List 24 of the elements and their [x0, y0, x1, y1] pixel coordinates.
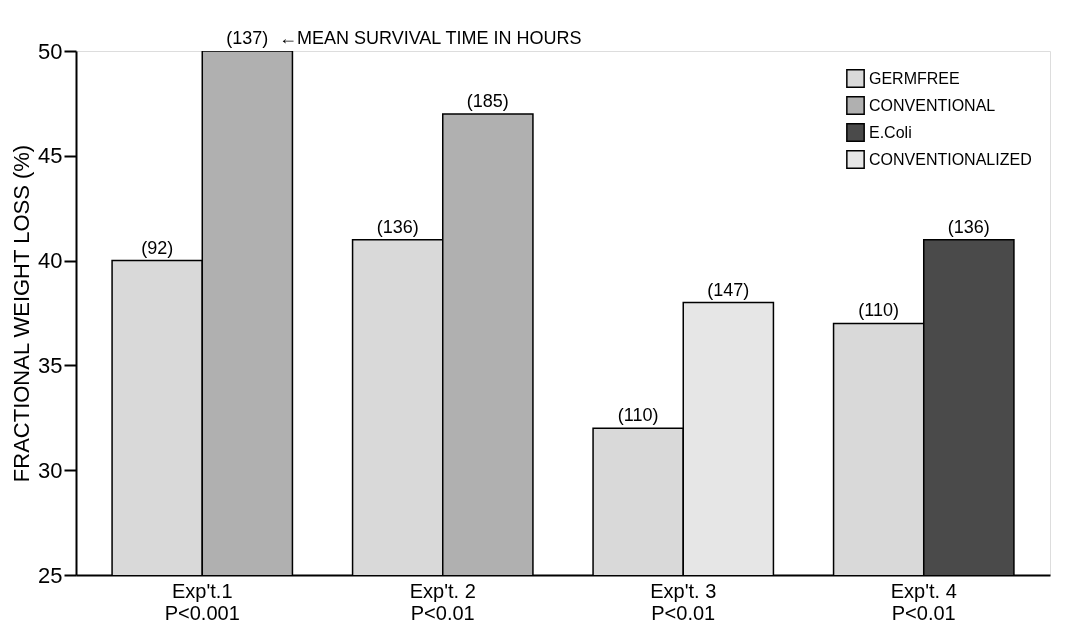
- annotation: (136): [947, 216, 990, 237]
- legend-label: GERMFREE: [869, 69, 960, 87]
- x-tick-label: Exp't. 2 P<0.01: [409, 579, 476, 624]
- legend-label: CONVENTIONALIZED: [869, 150, 1032, 168]
- legend-label: CONVENTIONAL: [869, 96, 996, 114]
- legend-label: E.Coli: [869, 123, 912, 141]
- annotation: (136): [376, 216, 419, 237]
- annotation: (147): [707, 279, 750, 300]
- text: ←MEAN SURVIVAL TIME IN HOURS: [279, 28, 582, 48]
- y-tick-label: 35: [38, 352, 63, 378]
- annotation: (92): [141, 237, 174, 258]
- y-tick-label: 50: [38, 38, 63, 64]
- y-tick-label: 45: [38, 143, 63, 169]
- annotation: (137): [226, 28, 269, 48]
- annotation: (185): [466, 90, 509, 111]
- x-tick-label: Exp't.1 P<0.001: [164, 579, 240, 624]
- y-tick-label: 25: [38, 562, 63, 588]
- y-tick-label: 40: [38, 248, 63, 274]
- x-tick-label: Exp't. 4 P<0.01: [890, 579, 957, 624]
- annotation: (110): [617, 405, 659, 426]
- y-axis-title: FRACTIONAL WEIGHT LOSS (%): [9, 144, 35, 483]
- y-tick-label: 30: [38, 457, 63, 483]
- annotation: (110): [858, 300, 899, 321]
- x-tick-label: Exp't. 3 P<0.01: [650, 579, 717, 624]
